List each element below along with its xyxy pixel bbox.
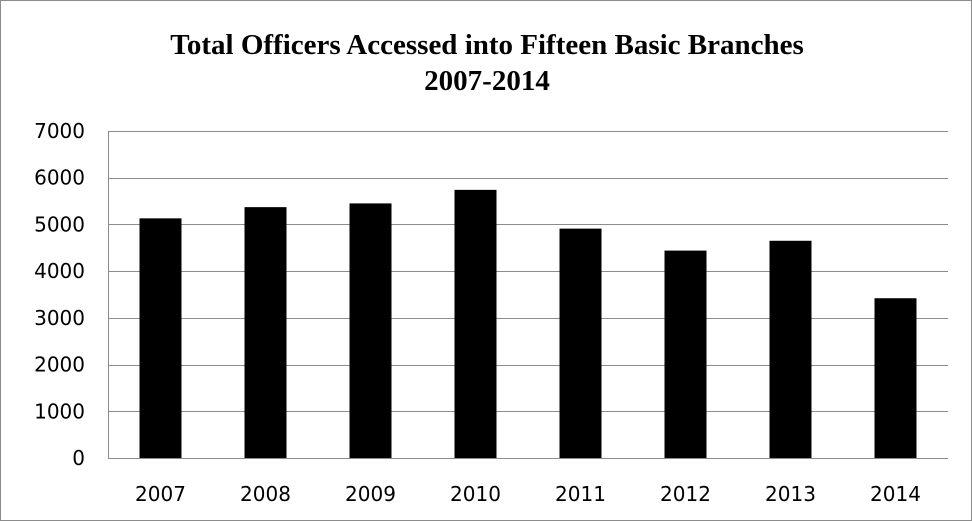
bar-2014: [874, 298, 917, 458]
bars: [139, 189, 917, 459]
x-tick-label: 2007: [135, 482, 186, 506]
bar-2010: [454, 189, 497, 459]
x-tick-label: 2008: [240, 482, 291, 506]
bar-2007: [139, 218, 182, 458]
y-tick-label: 4000: [34, 259, 85, 283]
bar-2009: [349, 203, 392, 458]
y-tick-label: 3000: [34, 306, 85, 330]
bar-2011: [559, 228, 602, 458]
y-tick-label: 6000: [34, 166, 85, 190]
bar-2013: [769, 240, 812, 458]
y-tick-label: 5000: [34, 212, 85, 236]
x-tick-label: 2009: [345, 482, 396, 506]
x-tick-label: 2014: [870, 482, 921, 506]
axes: [108, 131, 948, 459]
y-tick-label: 2000: [34, 353, 85, 377]
bar-2012: [664, 250, 707, 458]
x-tick-label: 2010: [450, 482, 501, 506]
y-tick-label: 1000: [34, 399, 85, 423]
x-tick-label: 2013: [765, 482, 816, 506]
chart-subtitle: 2007-2014: [424, 65, 550, 97]
gridlines: [108, 131, 948, 412]
y-tick-labels: 0 1000 2000 3000 4000 5000 6000 7000: [34, 119, 85, 470]
y-tick-label: 0: [72, 446, 85, 470]
x-tick-label: 2011: [555, 482, 606, 506]
x-tick-labels: 2007 2008 2009 2010 2011 2012 2013 2014: [135, 482, 921, 506]
chart-title-block: Total Officers Accessed into Fifteen Bas…: [1, 27, 972, 99]
bar-2008: [244, 207, 287, 458]
chart-title: Total Officers Accessed into Fifteen Bas…: [170, 29, 804, 61]
y-tick-label: 7000: [34, 119, 85, 143]
x-tick-label: 2012: [660, 482, 711, 506]
